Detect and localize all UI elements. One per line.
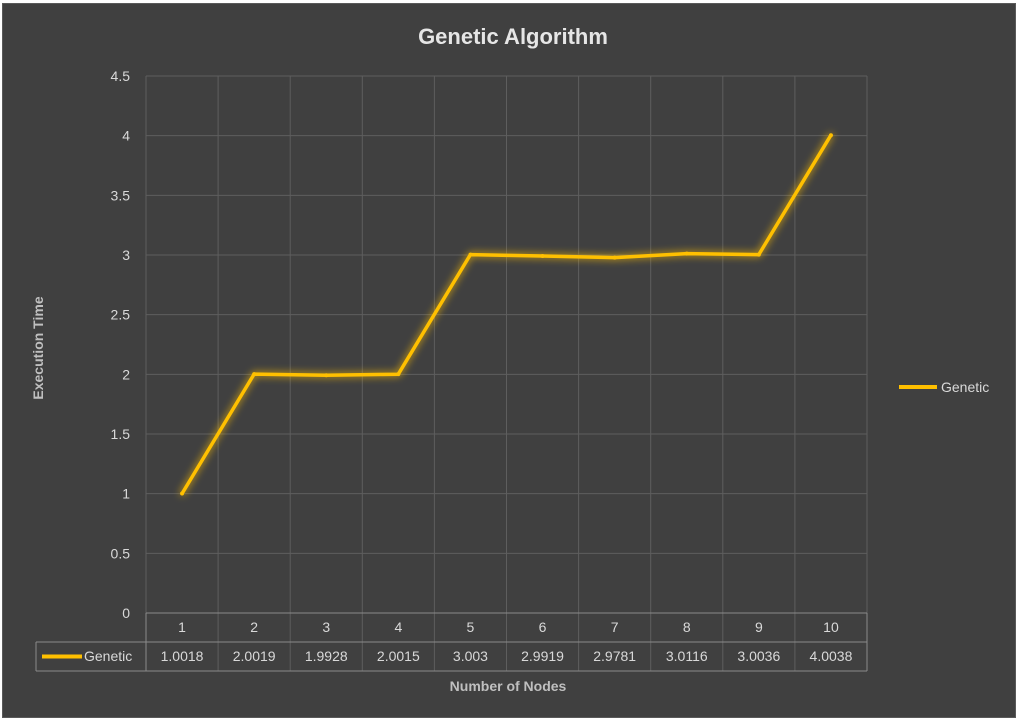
data-point bbox=[468, 252, 473, 257]
data-point bbox=[540, 253, 545, 258]
chart-area: Genetic Algorithm 0 0.5 1 1.5 2 2.5 3 3.5 4 4.5 1… bbox=[2, 3, 1016, 718]
table-value-cell: 2.9781 bbox=[593, 648, 636, 664]
y-axis-label: Execution Time bbox=[30, 296, 46, 399]
data-point bbox=[612, 255, 617, 260]
table-value-cell: 1.0018 bbox=[161, 648, 204, 664]
x-tick-label: 9 bbox=[755, 619, 763, 635]
data-point bbox=[828, 133, 833, 138]
y-axis-ticks: 0 0.5 1 1.5 2 2.5 3 3.5 4 4.5 bbox=[111, 68, 131, 621]
x-tick-label: 10 bbox=[823, 619, 839, 635]
table-value-cell: 2.0015 bbox=[377, 648, 420, 664]
chart-title: Genetic Algorithm bbox=[418, 24, 608, 49]
y-tick-label: 4 bbox=[122, 128, 130, 144]
x-tick-label: 4 bbox=[394, 619, 402, 635]
y-tick-label: 2 bbox=[122, 366, 130, 382]
table-value-cell: 4.0038 bbox=[810, 648, 853, 664]
data-table: 1 2 3 4 5 6 7 8 9 10 Genetic 1.0018 2.0019 1.9928 2.00… bbox=[35, 612, 868, 672]
data-point bbox=[396, 372, 401, 377]
series-layer bbox=[180, 133, 833, 496]
legend: Genetic bbox=[899, 379, 989, 395]
y-tick-label: 0 bbox=[122, 605, 130, 621]
y-tick-label: 4.5 bbox=[111, 68, 131, 84]
legend-label: Genetic bbox=[941, 379, 989, 395]
table-value-cell: 3.0116 bbox=[666, 648, 708, 664]
table-value-cell: 1.9928 bbox=[305, 648, 348, 664]
table-value-cell: 2.0019 bbox=[233, 648, 276, 664]
data-point bbox=[684, 251, 689, 256]
y-tick-label: 3.5 bbox=[111, 187, 131, 203]
x-axis-label: Number of Nodes bbox=[450, 678, 567, 694]
y-tick-label: 1.5 bbox=[111, 426, 131, 442]
x-tick-label: 7 bbox=[611, 619, 619, 635]
series-line-genetic bbox=[180, 133, 833, 496]
line-chart: Genetic Algorithm 0 0.5 1 1.5 2 2.5 3 3.5 4 4.5 1… bbox=[30, 24, 989, 694]
x-tick-label: 8 bbox=[683, 619, 691, 635]
y-tick-label: 1 bbox=[122, 486, 130, 502]
table-value-cell: 3.0036 bbox=[737, 648, 780, 664]
data-point bbox=[252, 372, 257, 377]
x-tick-label: 3 bbox=[322, 619, 330, 635]
y-tick-label: 3 bbox=[122, 247, 130, 263]
data-point bbox=[180, 491, 185, 496]
data-point bbox=[756, 252, 761, 257]
y-tick-label: 0.5 bbox=[111, 545, 131, 561]
x-tick-label: 6 bbox=[539, 619, 547, 635]
data-point bbox=[324, 373, 329, 378]
x-tick-label: 2 bbox=[250, 619, 258, 635]
table-value-cell: 3.003 bbox=[453, 648, 488, 664]
x-tick-label: 5 bbox=[467, 619, 475, 635]
x-tick-label: 1 bbox=[178, 619, 186, 635]
y-tick-label: 2.5 bbox=[111, 307, 131, 323]
table-series-name: Genetic bbox=[84, 648, 132, 664]
table-value-cell: 2.9919 bbox=[521, 648, 564, 664]
